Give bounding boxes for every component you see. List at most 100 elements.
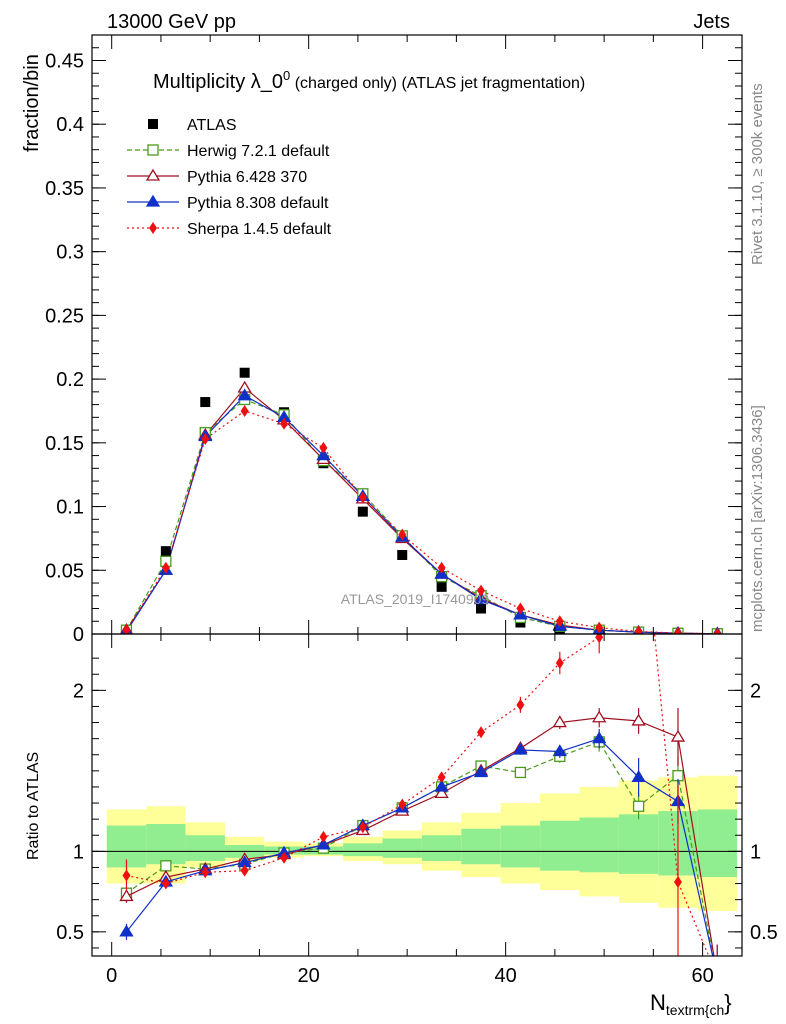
plot-title-superscript: 0 <box>283 68 290 83</box>
main-series-line <box>125 394 718 634</box>
main-data-point <box>160 546 171 557</box>
ratio-series-line <box>126 634 710 956</box>
ratio-ytick-label: 1 <box>73 841 84 863</box>
ratio-data-point <box>595 634 604 644</box>
x-axis-label-close: } <box>724 990 731 1015</box>
ratio-data-point <box>473 765 489 778</box>
legend-label: Pythia 8.308 default <box>187 195 329 212</box>
xtick-label: 0 <box>106 965 117 987</box>
main-data-point <box>397 549 408 560</box>
ratio-data-point <box>552 715 567 728</box>
ratio-data-point <box>358 821 367 834</box>
main-data-point <box>201 433 210 446</box>
stat-band-bin <box>382 838 422 858</box>
legend: ATLAS Herwig 7.2.1 default Pythia 6.428 37… <box>127 117 332 238</box>
main-ytick-label: 0.4 <box>56 114 84 136</box>
ratio-series-line <box>125 737 714 956</box>
main-data-point <box>357 506 368 517</box>
legend-label: ATLAS <box>187 117 237 134</box>
ratio-data-point <box>119 924 134 937</box>
main-data-point <box>437 561 446 574</box>
legend-label: Pythia 6.428 370 <box>187 169 307 186</box>
ratio-ytick-label-right: 2 <box>750 680 761 702</box>
stat-band-bin <box>146 823 186 865</box>
main-ytick-label: 0.2 <box>56 369 84 391</box>
main-data-point <box>595 621 604 634</box>
main-ytick-label: 0.15 <box>45 433 84 455</box>
stat-band-bin <box>185 835 225 862</box>
ratio-data-point <box>513 742 528 755</box>
main-ytick-label: 0.1 <box>56 497 84 519</box>
main-data-point <box>673 627 682 634</box>
legend-label: Herwig 7.2.1 default <box>187 143 330 160</box>
main-data-point <box>436 581 447 592</box>
ratio-data-point <box>631 770 646 782</box>
ratio-data-point <box>632 800 645 812</box>
xtick-label: 40 <box>495 965 517 987</box>
ratio-data-point <box>713 971 721 983</box>
x-axis-label-sub: textrm{ch <box>666 1002 724 1018</box>
ratio-data-point <box>552 744 567 757</box>
main-data-point <box>634 625 643 634</box>
main-ytick-label: 0.05 <box>45 560 84 582</box>
legend-label: Sherpa 1.4.5 default <box>187 221 332 238</box>
ratio-data-point <box>437 771 446 784</box>
ratio-data-point <box>670 729 686 742</box>
ratio-data-point <box>635 459 643 471</box>
ratio-panel-frame <box>91 633 743 957</box>
axes-frames <box>91 34 743 957</box>
main-data-point <box>200 397 211 408</box>
main-data-point <box>240 404 249 417</box>
ratio-data-point <box>122 869 131 882</box>
main-ytick-label: 0.45 <box>45 50 84 72</box>
ratio-data-point <box>555 656 564 669</box>
ratio-data-point <box>160 860 172 872</box>
rivet-label: Rivet 3.1.10, ≥ 300k events <box>749 83 766 265</box>
ratio-data-point <box>673 875 682 888</box>
main-data-point <box>473 592 489 605</box>
ratio-data-point <box>319 830 328 843</box>
ratio-series-line <box>126 717 715 956</box>
main-ytick-label: 0.35 <box>45 178 84 200</box>
main-data-point <box>122 624 131 634</box>
main-ylabel: fraction/bin <box>21 54 43 152</box>
ratio-ytick-label-right: 1 <box>750 841 761 863</box>
jets-label: Jets <box>693 11 730 33</box>
legend-marker <box>149 222 157 234</box>
mcplots-label: mcplots.cern.ch [arXiv:1306.3436] <box>749 405 766 632</box>
ratio-data-point <box>240 864 249 877</box>
ratio-panel-series <box>119 459 722 983</box>
energy-label: 13000 GeV pp <box>107 11 236 33</box>
ratio-data-point <box>712 972 722 982</box>
stat-band-bin <box>618 814 659 874</box>
x-axis-label-main: N <box>650 990 666 1015</box>
ratio-uncertainty-bands <box>106 775 738 911</box>
main-ytick-label: 0.3 <box>56 242 84 264</box>
plot-title: Multiplicity λ_00 (charged only) (ATLAS … <box>153 68 585 93</box>
stat-band-bin <box>500 825 541 868</box>
stat-band-bin <box>697 809 738 878</box>
stat-band-bin <box>540 820 580 871</box>
main-data-point <box>239 367 250 378</box>
stat-band-bin <box>579 817 619 873</box>
stat-band-bin <box>461 828 501 865</box>
ratio-data-point <box>434 786 449 799</box>
ratio-data-point <box>592 731 607 744</box>
ratio-data-point <box>398 798 407 811</box>
stat-band-bin <box>343 843 383 857</box>
main-data-point <box>280 417 289 430</box>
plot-title-rest: (charged only) (ATLAS jet fragmentation) <box>290 75 585 92</box>
main-data-point <box>237 388 252 401</box>
main-data-point <box>319 441 328 454</box>
stat-band-bin <box>421 835 462 862</box>
ratio-data-point <box>316 837 331 850</box>
legend-marker <box>145 194 161 207</box>
ratio-data-point <box>592 710 607 723</box>
ratio-data-point <box>514 766 527 779</box>
main-data-point <box>477 584 486 597</box>
ratio-ytick-label-right: 0.5 <box>750 922 778 944</box>
main-ytick-label: 0.25 <box>45 305 84 327</box>
main-ytick-label: 0 <box>73 624 84 646</box>
ratio-ytick-label: 2 <box>73 680 84 702</box>
